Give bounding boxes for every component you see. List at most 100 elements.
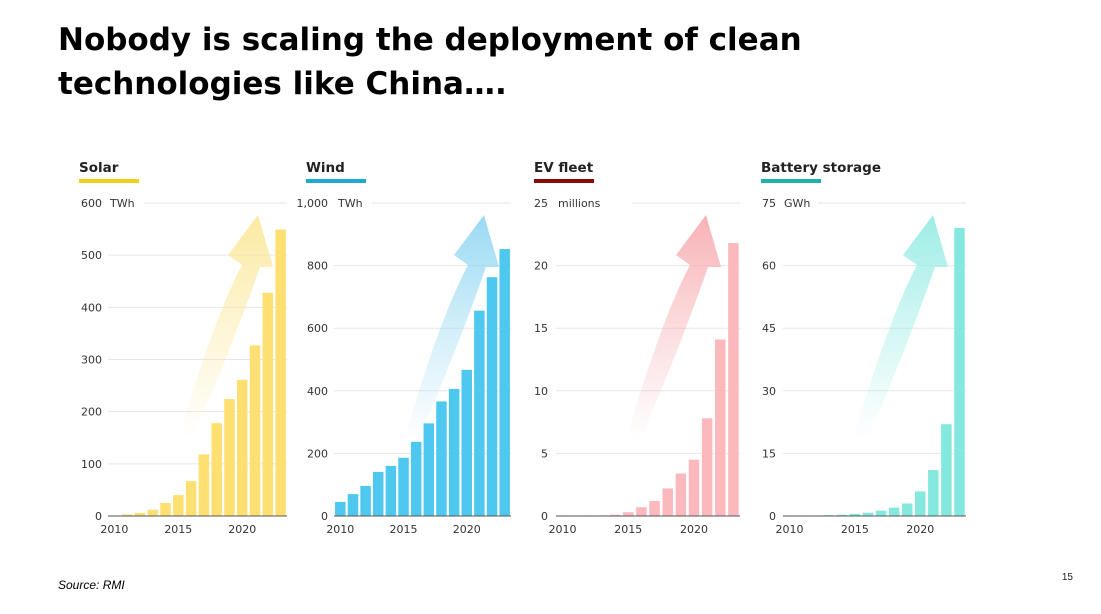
bar-2018	[211, 423, 222, 516]
bar-2015	[398, 457, 409, 516]
bar-2022	[941, 424, 952, 516]
bar-2023	[275, 229, 286, 517]
chart-title-underline	[306, 179, 366, 183]
y-tick-label: 0	[541, 510, 548, 523]
chart-title: Solar	[79, 160, 119, 176]
x-tick-label: 2010	[100, 523, 128, 536]
y-tick-label: 400	[307, 385, 328, 398]
bar-2020	[915, 491, 926, 516]
y-tick-label: 30	[762, 385, 776, 398]
bar-2019	[224, 399, 235, 516]
growth-arrow	[404, 215, 499, 440]
y-tick-label: 600	[81, 197, 102, 210]
y-tick-label: 400	[81, 301, 102, 314]
bar-2015	[173, 495, 184, 516]
bar-2016	[185, 481, 197, 516]
y-tick-label: 200	[81, 406, 102, 419]
growth-arrow	[853, 215, 948, 440]
bar-2023	[728, 243, 739, 516]
x-tick-label: 2020	[680, 523, 708, 536]
y-unit-label: millions	[558, 197, 601, 210]
bar-2015	[623, 512, 634, 516]
bar-2011	[121, 514, 133, 516]
bar-2017	[649, 500, 660, 516]
y-tick-label: 0	[95, 510, 102, 523]
y-tick-label: 5	[541, 447, 548, 460]
bar-2011	[347, 494, 359, 516]
y-tick-label: 800	[307, 260, 328, 273]
bar-2023	[954, 228, 965, 517]
bar-2018	[888, 507, 900, 516]
bar-2017	[198, 454, 210, 516]
y-tick-label: 500	[81, 249, 102, 262]
y-tick-label: 100	[81, 458, 102, 471]
bar-2013	[147, 509, 158, 516]
chart-panel-1: Wind 0 200 400 600 800 1,000 TWh 2010 2015 2020	[297, 160, 511, 536]
bar-2020	[237, 379, 248, 516]
chart-title-underline	[79, 179, 139, 183]
bar-2017	[423, 423, 435, 516]
x-tick-label: 2020	[228, 523, 256, 536]
bar-2019	[901, 503, 913, 516]
bar-2017	[875, 510, 887, 516]
bar-2019	[675, 473, 687, 516]
bar-2020	[688, 459, 700, 516]
bar-2014	[160, 502, 171, 516]
x-tick-label: 2010	[549, 523, 577, 536]
growth-arrow	[178, 215, 273, 440]
y-unit-label: TWh	[109, 197, 135, 210]
bar-2016	[410, 441, 422, 516]
bar-2014	[609, 514, 621, 516]
bar-2016	[862, 512, 874, 516]
y-tick-label: 20	[534, 260, 548, 273]
bar-2012	[134, 512, 146, 516]
y-tick-label: 15	[762, 447, 776, 460]
bar-2023	[499, 249, 510, 517]
growth-arrow	[626, 215, 721, 440]
bar-2018	[436, 401, 447, 516]
bar-2019	[448, 388, 460, 516]
bar-2013	[373, 471, 384, 516]
chart-panel-3: Battery storage 0 15 30 45 60 75 GWh 2010 2015 202…	[761, 160, 966, 536]
x-tick-label: 2020	[906, 523, 934, 536]
bar-2022	[262, 292, 274, 516]
y-tick-label: 45	[762, 322, 776, 335]
chart-panel-0: Solar 0 100 200 300 400 500 600 TWh 2010 2015 2020	[79, 160, 287, 536]
y-tick-label: 1,000	[297, 197, 329, 210]
chart-title: EV fleet	[534, 160, 594, 176]
x-tick-label: 2015	[841, 523, 869, 536]
x-tick-label: 2010	[776, 523, 804, 536]
page-number: 15	[1061, 572, 1073, 583]
x-tick-label: 2015	[390, 523, 418, 536]
source-note: Source: RMI	[58, 578, 125, 592]
x-tick-label: 2010	[326, 523, 354, 536]
bar-2012	[360, 485, 371, 516]
y-tick-label: 10	[534, 385, 548, 398]
chart-title-underline	[534, 179, 594, 183]
x-tick-label: 2015	[614, 523, 642, 536]
bar-2022	[486, 277, 498, 516]
y-unit-label: GWh	[784, 197, 810, 210]
bar-2020	[461, 369, 472, 516]
chart-title-underline	[761, 179, 821, 183]
bar-2010	[335, 501, 346, 516]
bar-2021	[474, 310, 485, 516]
bar-2016	[636, 507, 647, 516]
slide-title: Nobody is scaling the deployment of clea…	[58, 22, 802, 102]
bar-2021	[249, 345, 261, 516]
chart-title: Battery storage	[761, 160, 881, 176]
bar-2014	[836, 514, 848, 516]
chart-panel-2: EV fleet 0 5 10 15 20 25 millions 2010 2015 2020	[534, 160, 740, 536]
chart-title: Wind	[306, 160, 345, 176]
bar-2018	[662, 488, 673, 516]
bar-2021	[701, 418, 713, 516]
y-unit-label: TWh	[337, 197, 363, 210]
bar-2014	[385, 465, 397, 516]
x-tick-label: 2020	[453, 523, 481, 536]
y-tick-label: 60	[762, 260, 776, 273]
x-tick-label: 2015	[164, 523, 192, 536]
y-tick-label: 0	[769, 510, 776, 523]
y-tick-label: 25	[534, 197, 548, 210]
y-tick-label: 300	[81, 354, 102, 367]
